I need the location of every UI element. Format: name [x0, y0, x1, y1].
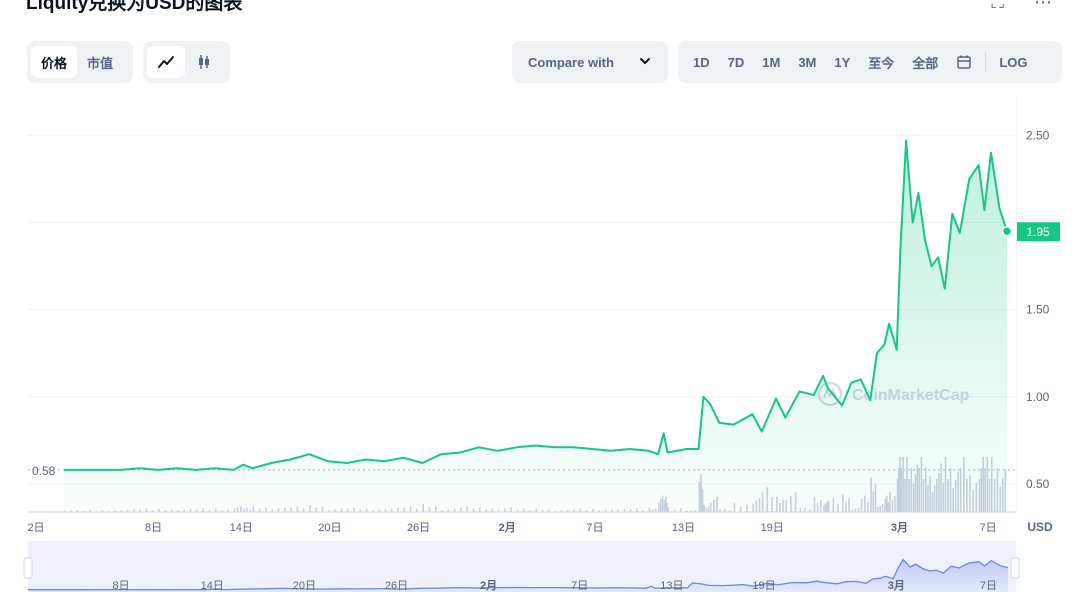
- line-chart-icon: [158, 56, 174, 68]
- mode-toggle: 价格 市值: [27, 41, 133, 83]
- currency-label: USD: [1027, 520, 1053, 534]
- navigator-tick-label: 8日: [113, 580, 130, 592]
- current-price-text: 1.95: [1026, 225, 1050, 239]
- navigator-tick-label: 13日: [660, 580, 683, 592]
- x-tick-label: 2日: [27, 522, 44, 534]
- navigator-left-handle[interactable]: [23, 557, 33, 579]
- range-1m[interactable]: 1M: [762, 54, 781, 70]
- line-chart-button[interactable]: [147, 46, 185, 78]
- x-tick-label: 8日: [145, 522, 162, 534]
- y-tick-label: 0.50: [1026, 477, 1050, 491]
- navigator-tick-label: 7日: [571, 580, 588, 592]
- page-title: Liquity兑换为USD的图表: [26, 0, 243, 14]
- range-all[interactable]: 全部: [912, 55, 939, 71]
- current-price-dot: [1001, 225, 1013, 237]
- compare-dropdown[interactable]: Compare with: [512, 41, 668, 83]
- x-tick-label: 7日: [980, 522, 997, 534]
- range-7d[interactable]: 7D: [727, 54, 745, 70]
- y-tick-label: 1.00: [1026, 390, 1050, 404]
- navigator-tick-label: 26日: [385, 580, 408, 592]
- y-tick-label: 2.50: [1026, 128, 1050, 142]
- current-price-tag: 1.95: [1017, 222, 1060, 242]
- navigator-tick-label: 3月: [888, 579, 905, 592]
- navigator[interactable]: 8日 14日 20日 26日 2月 7日 13日 19日 3月 7日: [23, 541, 1020, 592]
- navigator-tick-label: 20日: [293, 580, 316, 592]
- expand-icon[interactable]: ⛶: [991, 0, 1004, 12]
- x-tick-label: 3月: [891, 521, 908, 534]
- range-1d[interactable]: 1D: [693, 54, 710, 70]
- range-3m[interactable]: 3M: [798, 54, 817, 70]
- range-ytd[interactable]: 至今: [868, 55, 895, 71]
- x-tick-label: 20日: [318, 522, 341, 534]
- chart-type-toggle: [143, 41, 230, 83]
- x-tick-label: 26日: [407, 522, 430, 534]
- x-tick-label: 2月: [499, 521, 516, 534]
- tab-market-cap[interactable]: 市值: [87, 55, 114, 71]
- y-tick-label: 1.50: [1026, 303, 1050, 317]
- candlestick-button[interactable]: [185, 46, 223, 78]
- x-tick-label: 13日: [672, 522, 695, 534]
- more-icon[interactable]: ⋯: [1034, 0, 1052, 12]
- candlestick-icon: [199, 55, 209, 69]
- compare-label: Compare with: [528, 54, 614, 70]
- log-toggle[interactable]: LOG: [999, 54, 1028, 70]
- calendar-icon: [957, 55, 972, 69]
- navigator-tick-label: 7日: [980, 580, 997, 592]
- x-tick-label: 7日: [586, 522, 603, 534]
- x-tick-label: 14日: [230, 522, 253, 534]
- navigator-right-handle[interactable]: [1010, 557, 1020, 579]
- calendar-button[interactable]: [947, 46, 981, 78]
- range-1y[interactable]: 1Y: [834, 54, 851, 70]
- start-price-label: 0.58: [32, 464, 56, 478]
- price-area: [64, 140, 1007, 512]
- navigator-tick-label: 14日: [201, 580, 224, 592]
- price-line: [64, 139, 1008, 471]
- range-selector: 1D 7D 1M 3M 1Y 至今 全部 LOG: [678, 41, 1062, 83]
- chevron-down-icon: [638, 54, 652, 71]
- navigator-tick-label: 19日: [752, 580, 775, 592]
- x-tick-label: 19日: [761, 522, 784, 534]
- tab-price[interactable]: 价格: [31, 46, 78, 78]
- navigator-tick-label: 2月: [480, 579, 497, 592]
